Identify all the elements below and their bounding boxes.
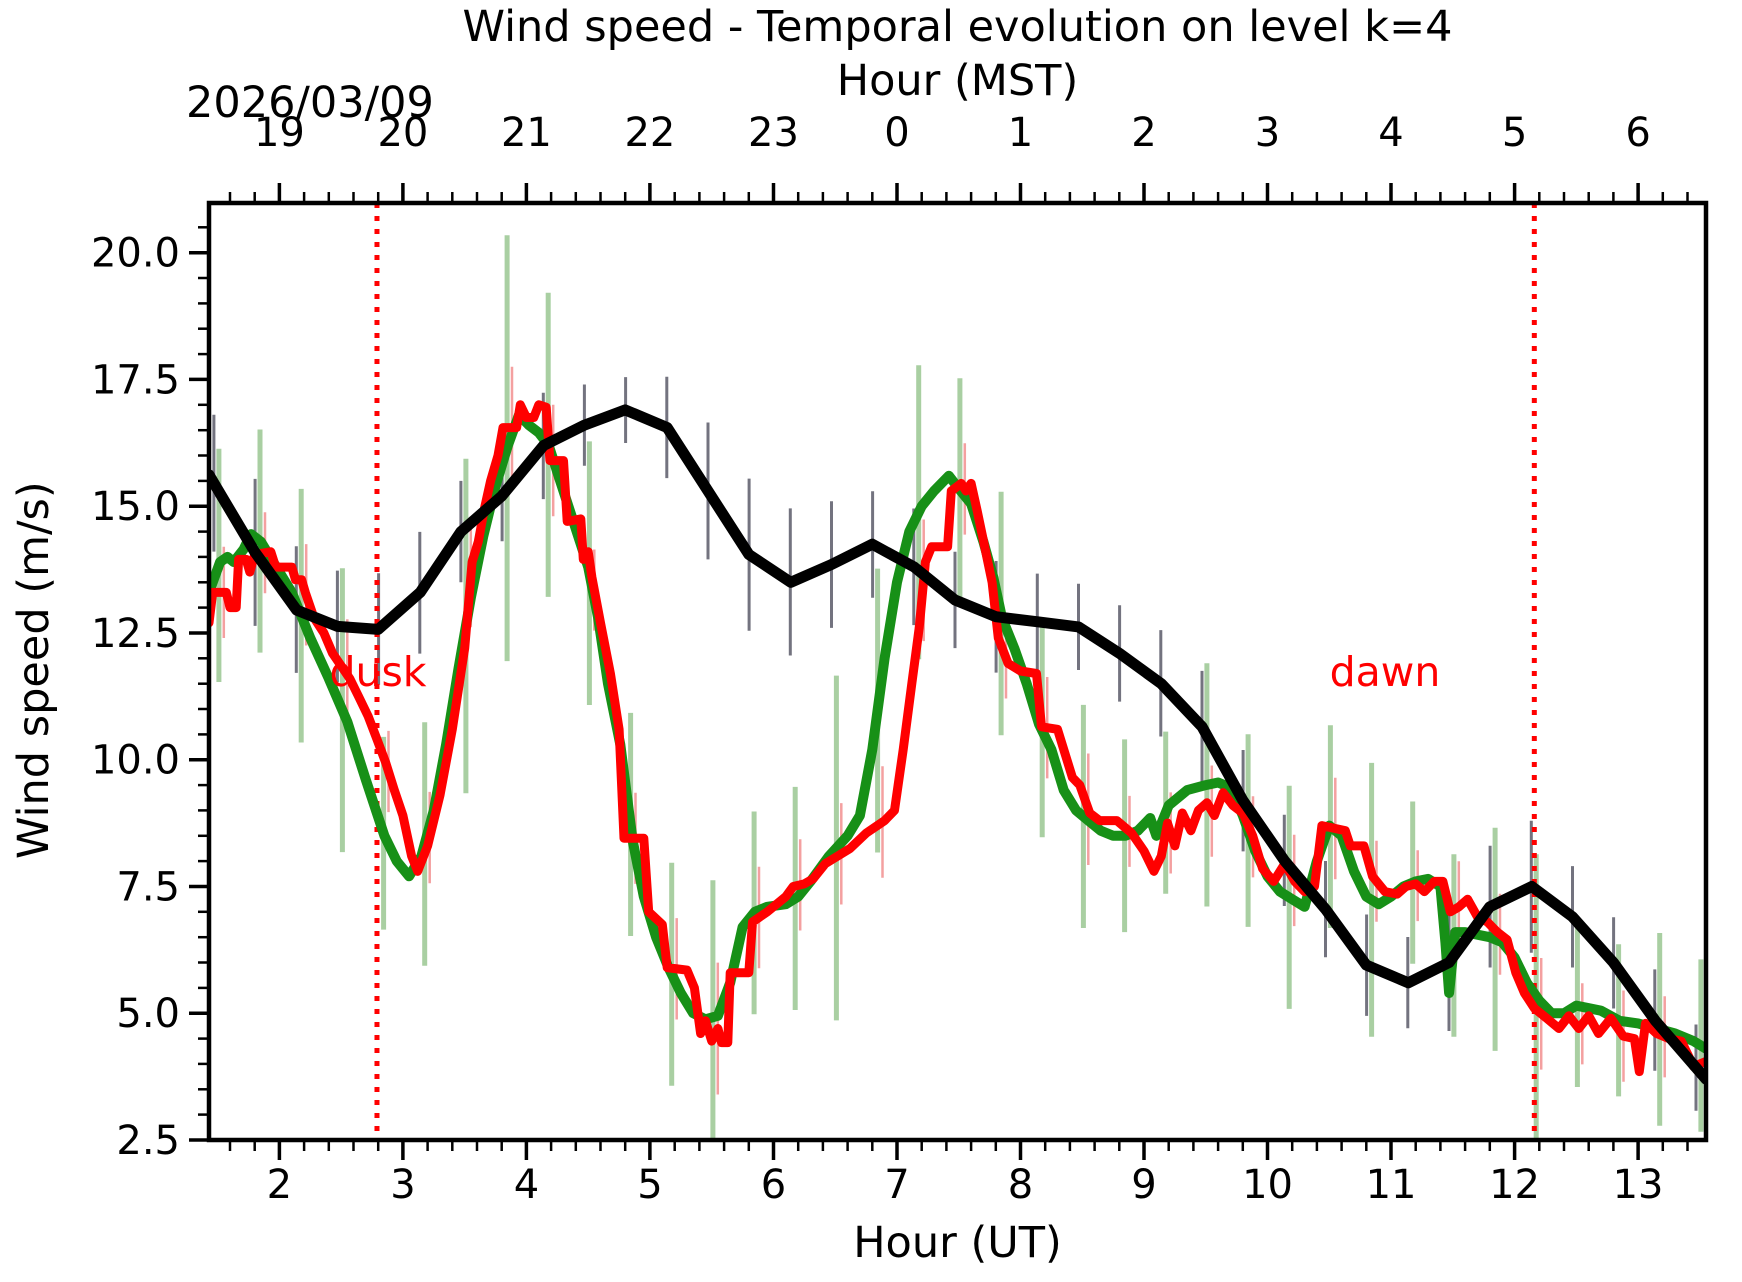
- date-label: 2026/03/09: [186, 78, 434, 128]
- svg-text:11: 11: [1366, 1162, 1417, 1208]
- svg-text:5: 5: [637, 1162, 662, 1208]
- svg-text:19: 19: [254, 110, 305, 156]
- y-axis-label: Wind speed (m/s): [9, 481, 59, 859]
- svg-text:20: 20: [377, 110, 428, 156]
- svg-text:3: 3: [390, 1162, 415, 1208]
- dawn-annotation: dawn: [1329, 648, 1441, 696]
- svg-text:4: 4: [514, 1162, 539, 1208]
- dusk-annotation: dusk: [329, 648, 427, 696]
- svg-text:5.0: 5.0: [116, 991, 180, 1037]
- svg-text:2.5: 2.5: [116, 1118, 180, 1164]
- svg-text:4: 4: [1378, 110, 1403, 156]
- svg-text:12.5: 12.5: [91, 611, 180, 657]
- svg-text:15.0: 15.0: [91, 484, 180, 530]
- svg-text:10.0: 10.0: [91, 738, 180, 784]
- svg-text:6: 6: [1625, 110, 1650, 156]
- svg-text:1: 1: [1008, 110, 1033, 156]
- svg-text:2: 2: [267, 1162, 292, 1208]
- svg-text:20.0: 20.0: [91, 231, 180, 277]
- svg-text:7: 7: [884, 1162, 909, 1208]
- svg-text:21: 21: [501, 110, 552, 156]
- svg-text:5: 5: [1502, 110, 1527, 156]
- top-axis-label: Hour (MST): [836, 56, 1079, 106]
- svg-text:3: 3: [1255, 110, 1280, 156]
- svg-text:7.5: 7.5: [116, 865, 180, 911]
- svg-text:8: 8: [1008, 1162, 1033, 1208]
- svg-text:13: 13: [1613, 1162, 1664, 1208]
- svg-text:6: 6: [761, 1162, 786, 1208]
- x-axis-label: Hour (UT): [853, 1218, 1062, 1268]
- svg-text:2: 2: [1131, 110, 1156, 156]
- svg-text:22: 22: [624, 110, 675, 156]
- svg-text:0: 0: [884, 110, 909, 156]
- svg-text:12: 12: [1489, 1162, 1540, 1208]
- chart-title: Wind speed - Temporal evolution on level…: [462, 2, 1453, 52]
- svg-text:10: 10: [1242, 1162, 1293, 1208]
- svg-text:9: 9: [1131, 1162, 1156, 1208]
- svg-text:17.5: 17.5: [91, 357, 180, 403]
- svg-text:23: 23: [748, 110, 799, 156]
